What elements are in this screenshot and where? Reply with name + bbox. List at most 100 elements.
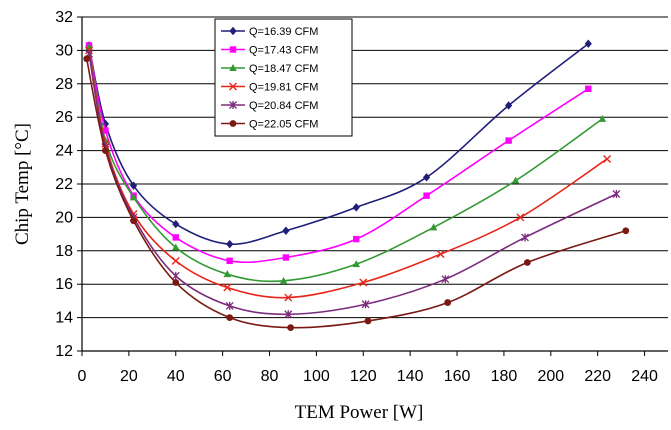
y-tick-label: 22 bbox=[55, 176, 73, 193]
data-point bbox=[584, 39, 592, 48]
data-point bbox=[129, 193, 138, 201]
legend-label: Q=19.81 CFM bbox=[249, 82, 318, 94]
data-point bbox=[284, 310, 293, 319]
data-point bbox=[612, 190, 621, 199]
y-axis-title: Chip Temp [°C] bbox=[12, 123, 33, 245]
data-point bbox=[516, 213, 525, 222]
series-line bbox=[88, 46, 603, 283]
data-point bbox=[172, 219, 180, 229]
data-point bbox=[422, 173, 431, 182]
data-point bbox=[225, 301, 234, 310]
data-point bbox=[523, 259, 531, 266]
data-point bbox=[223, 283, 232, 292]
data-point bbox=[171, 256, 180, 265]
x-tick-label: 0 bbox=[78, 368, 87, 385]
data-point bbox=[352, 203, 360, 212]
series-line bbox=[88, 50, 608, 299]
legend-label: Q=22.05 CFM bbox=[249, 119, 318, 131]
legend-label: Q=17.43 CFM bbox=[249, 45, 318, 57]
data-point bbox=[444, 299, 452, 306]
data-point bbox=[282, 226, 290, 235]
data-point bbox=[129, 181, 138, 190]
x-tick-label: 40 bbox=[167, 368, 185, 385]
series-line bbox=[88, 53, 617, 316]
x-tick-label: 160 bbox=[444, 368, 471, 385]
x-axis-title: TEM Power [W] bbox=[295, 402, 424, 423]
legend-marker bbox=[229, 64, 237, 71]
legend-entry: Q=16.39 CFM bbox=[221, 26, 318, 38]
data-point bbox=[429, 223, 438, 231]
data-point bbox=[102, 147, 109, 155]
data-point bbox=[361, 300, 370, 309]
legend-entry: Q=20.84 CFM bbox=[221, 100, 318, 112]
data-point bbox=[130, 217, 137, 225]
data-point bbox=[598, 114, 607, 122]
data-point bbox=[171, 271, 180, 280]
data-point bbox=[223, 270, 232, 278]
legend-marker bbox=[229, 120, 237, 127]
data-point bbox=[226, 239, 234, 249]
data-point bbox=[279, 276, 288, 284]
axes bbox=[77, 16, 668, 356]
legend-entry: Q=19.81 CFM bbox=[221, 82, 318, 94]
y-tick-label: 24 bbox=[55, 143, 73, 160]
series-3 bbox=[85, 43, 607, 284]
series-1 bbox=[85, 39, 592, 249]
y-tick-label: 32 bbox=[55, 9, 73, 26]
series-line bbox=[88, 45, 589, 264]
data-point bbox=[603, 154, 612, 163]
y-tick-label: 26 bbox=[55, 109, 73, 126]
data-point bbox=[585, 85, 592, 93]
data-point bbox=[83, 55, 91, 63]
x-tick-label: 180 bbox=[491, 368, 518, 385]
series-5 bbox=[85, 49, 621, 319]
x-tick-label: 20 bbox=[120, 368, 138, 385]
data-point bbox=[364, 317, 372, 325]
y-tick-label: 14 bbox=[55, 310, 73, 327]
data-point bbox=[622, 227, 630, 235]
data-point bbox=[287, 324, 295, 332]
data-point bbox=[505, 101, 513, 110]
legend-entry: Q=22.05 CFM bbox=[221, 119, 318, 131]
y-tick-label: 18 bbox=[55, 243, 73, 260]
data-point bbox=[511, 176, 520, 184]
series-line bbox=[88, 43, 589, 245]
legend-label: Q=18.47 CFM bbox=[249, 63, 318, 75]
series-6 bbox=[83, 55, 630, 332]
data-point bbox=[171, 243, 180, 251]
x-tick-label: 60 bbox=[214, 368, 232, 385]
x-tick-label: 100 bbox=[303, 368, 330, 385]
legend-marker bbox=[229, 82, 237, 91]
data-point bbox=[284, 293, 293, 302]
legend-label: Q=16.39 CFM bbox=[249, 26, 318, 38]
y-tick-label: 30 bbox=[55, 42, 73, 59]
x-tick-labels: 0 20 40 60 80 100 120 140 160 180 200 220 240 bbox=[78, 368, 658, 385]
data-point bbox=[521, 233, 529, 242]
data-point bbox=[282, 254, 290, 261]
data-point bbox=[353, 235, 360, 243]
data-point bbox=[436, 250, 445, 259]
y-tick-label: 20 bbox=[55, 209, 73, 226]
data-point bbox=[102, 127, 109, 134]
data-point bbox=[172, 279, 180, 286]
legend-marker bbox=[229, 26, 237, 36]
x-tick-label: 220 bbox=[584, 368, 611, 385]
x-tick-label: 240 bbox=[631, 368, 658, 385]
data-point bbox=[423, 192, 430, 199]
y-tick-label: 12 bbox=[55, 343, 73, 360]
x-tick-label: 200 bbox=[537, 368, 564, 385]
legend-box bbox=[214, 18, 353, 137]
legend-entry: Q=18.47 CFM bbox=[221, 63, 318, 75]
x-tick-label: 80 bbox=[261, 368, 279, 385]
data-point bbox=[352, 260, 361, 268]
data-point bbox=[226, 314, 234, 321]
legend-label: Q=20.84 CFM bbox=[249, 100, 318, 112]
data-point bbox=[226, 257, 233, 265]
y-tick-labels: 12 14 16 18 20 22 24 26 28 30 32 bbox=[55, 9, 73, 360]
x-tick-label: 120 bbox=[350, 368, 377, 385]
series-layer bbox=[83, 39, 630, 332]
series-line bbox=[85, 58, 627, 329]
data-point bbox=[441, 275, 450, 284]
legend: Q=16.39 CFM Q=17.43 CFM Q=18.47 CFM Q=19.81… bbox=[214, 18, 353, 137]
